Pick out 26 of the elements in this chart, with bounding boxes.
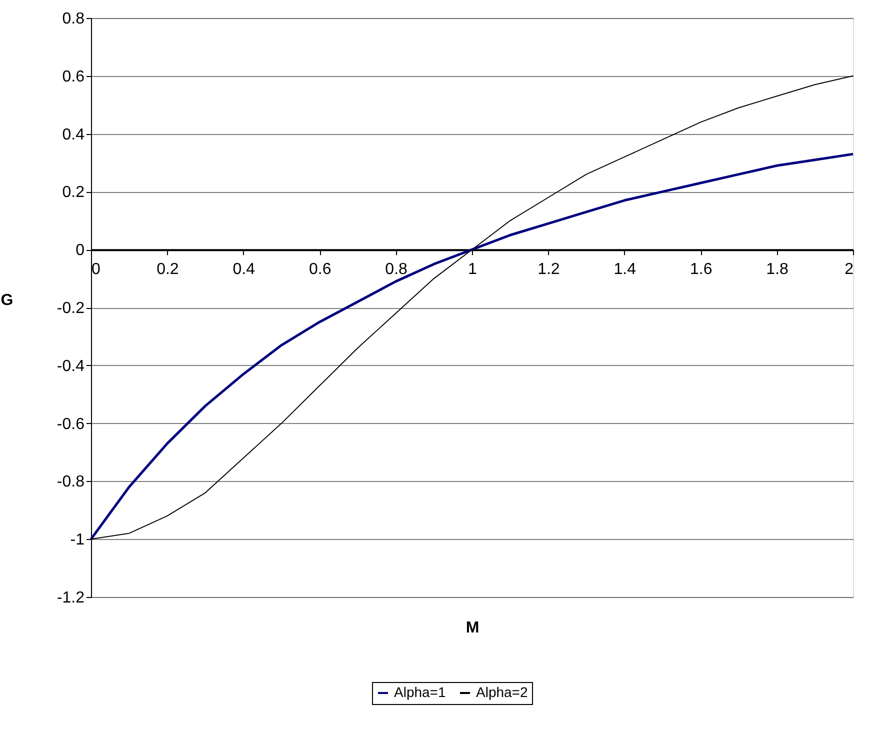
x-tick-label: 0.4 — [232, 261, 256, 278]
x-tick-label: 1 — [468, 261, 478, 278]
legend-label: Alpha=2 — [476, 684, 528, 700]
legend-label: Alpha=1 — [394, 684, 446, 700]
y-tick-label: -1.2 — [56, 590, 85, 606]
x-tick-label: 1.8 — [766, 261, 789, 278]
y-tick-label: 0 — [76, 242, 85, 260]
y-tick-label: -1 — [70, 532, 85, 549]
y-tick-label: -0.4 — [56, 358, 85, 375]
y-tick-label: -0.2 — [56, 300, 85, 317]
x-tick-label: 1.6 — [690, 261, 712, 278]
x-tick-label: 0.8 — [385, 261, 408, 278]
x-tick-label: 0.2 — [156, 261, 179, 278]
x-tick-label: 1.2 — [538, 261, 560, 278]
y-tick-label: 0.4 — [62, 126, 85, 144]
x-tick-label: 0.6 — [308, 261, 332, 278]
y-tick-label: 0.6 — [62, 68, 85, 86]
x-tick-label: 1.4 — [614, 261, 636, 278]
y-axis-title: G — [0, 292, 14, 309]
y-tick-label: 0.2 — [62, 184, 85, 202]
x-axis-title: M — [466, 620, 480, 636]
y-tick-label: 0.8 — [62, 10, 85, 28]
y-tick-label: -0.8 — [56, 474, 85, 491]
x-tick-label: 2 — [844, 261, 854, 278]
x-tick-label: 0 — [92, 261, 100, 278]
y-tick-label: -0.6 — [56, 416, 85, 433]
